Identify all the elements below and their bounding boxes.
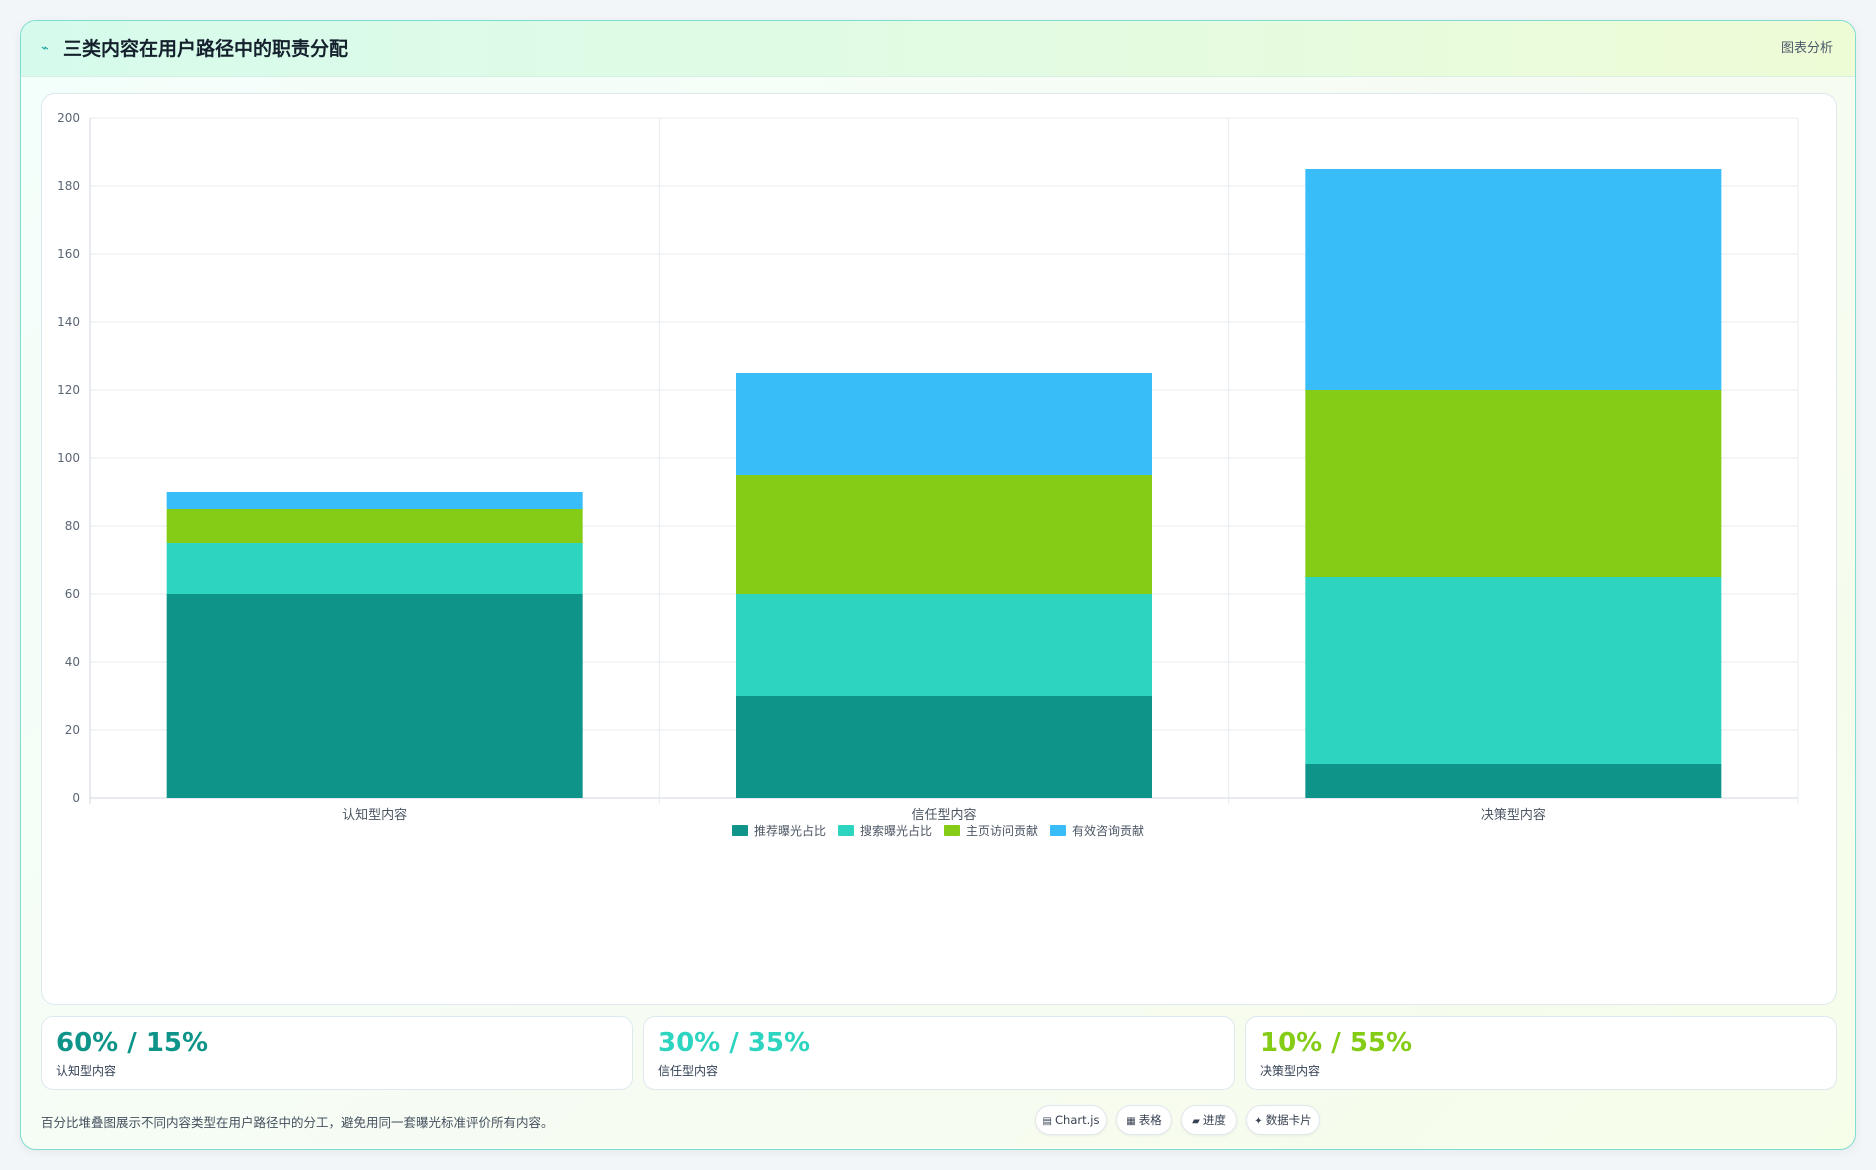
stat-label: 信任型内容 — [658, 1064, 719, 1078]
bar-segment — [1305, 764, 1722, 798]
stat-label: 认知型内容 — [56, 1064, 117, 1078]
legend-label: 主页访问贡献 — [966, 823, 1038, 838]
y-tick-label: 160 — [57, 247, 80, 261]
y-tick-label: 40 — [65, 655, 80, 669]
y-tick-label: 20 — [65, 723, 80, 737]
bar-segment — [736, 373, 1152, 475]
sparkle-icon: ⌁ — [41, 41, 49, 56]
y-tick-label: 60 — [65, 587, 80, 601]
legend-swatch — [1050, 825, 1066, 836]
card-icon: ✦ — [1254, 1116, 1263, 1127]
chart-icon: ▤ — [1042, 1116, 1052, 1127]
page-title: 三类内容在用户路径中的职责分配 — [63, 38, 349, 60]
stat-value: 60% / 15% — [56, 1028, 209, 1058]
badge-chartjs[interactable]: ▤ Chart.js — [1035, 1105, 1107, 1135]
y-tick-label: 120 — [57, 383, 80, 397]
bar-segment — [1305, 390, 1722, 577]
stat-value: 30% / 35% — [658, 1028, 811, 1058]
stat-cards: 60% / 15% 认知型内容 30% / 35% 信任型内容 10% / 55… — [41, 1016, 1837, 1090]
bar-segment — [166, 509, 583, 543]
bar-segment — [166, 492, 583, 509]
bar-segment — [166, 594, 583, 798]
bar-segment — [736, 594, 1152, 696]
stat-card-trust: 30% / 35% 信任型内容 — [643, 1016, 1235, 1090]
legend-swatch — [944, 825, 960, 836]
card-header: ⌁ 三类内容在用户路径中的职责分配 图表分析 — [21, 21, 1855, 77]
bar-segment — [1305, 169, 1722, 390]
badge-table[interactable]: ▦ 表格 — [1116, 1105, 1172, 1135]
y-tick-label: 180 — [57, 179, 80, 193]
bar-segment — [736, 696, 1152, 798]
stat-label: 决策型内容 — [1260, 1064, 1321, 1078]
badge-progress[interactable]: ▰ 进度 — [1181, 1105, 1237, 1135]
bar-segment — [1305, 577, 1722, 764]
legend-label: 有效咨询贡献 — [1072, 823, 1144, 838]
badge-label: Chart.js — [1055, 1113, 1100, 1127]
y-tick-label: 0 — [72, 791, 80, 805]
chart-panel: 0 20 40 60 80 100 120 140 160 180 200 认知型内容 信任型内容 决策型… — [41, 93, 1837, 1005]
x-category-label: 认知型内容 — [342, 807, 407, 823]
y-tick-label: 200 — [57, 111, 80, 125]
chart-card: ⌁ 三类内容在用户路径中的职责分配 图表分析 0 20 40 60 80 100 120 14… — [20, 20, 1856, 1150]
y-tick-label: 140 — [57, 315, 80, 329]
stacked-bar-chart: 0 20 40 60 80 100 120 140 160 180 200 认知型内容 信任型内容 决策型… — [57, 111, 1799, 838]
x-category-label: 信任型内容 — [911, 807, 976, 823]
stat-card-decision: 10% / 55% 决策型内容 — [1245, 1016, 1837, 1090]
legend-label: 搜索曝光占比 — [860, 823, 932, 838]
stat-card-awareness: 60% / 15% 认知型内容 — [41, 1016, 633, 1090]
progress-icon: ▰ — [1192, 1116, 1200, 1127]
stat-value: 10% / 55% — [1260, 1028, 1413, 1058]
table-icon: ▦ — [1126, 1116, 1136, 1127]
y-tick-label: 80 — [65, 519, 80, 533]
badge-label: 表格 — [1138, 1113, 1162, 1127]
footer-note: 百分比堆叠图展示不同内容类型在用户路径中的分工，避免用同一套曝光标准评价所有内容… — [41, 1115, 554, 1130]
badge-label: 数据卡片 — [1265, 1113, 1312, 1127]
legend-swatch — [838, 825, 854, 836]
bar-segment — [736, 475, 1152, 594]
y-tick-label: 100 — [57, 451, 80, 465]
x-category-label: 决策型内容 — [1481, 807, 1546, 823]
badge-data-card[interactable]: ✦ 数据卡片 — [1246, 1105, 1320, 1135]
legend-swatch — [732, 825, 748, 836]
chart-analysis-tag: 图表分析 — [1780, 41, 1833, 56]
legend-label: 推荐曝光占比 — [754, 823, 826, 838]
bar-segment — [166, 543, 583, 594]
badge-label: 进度 — [1202, 1113, 1226, 1127]
